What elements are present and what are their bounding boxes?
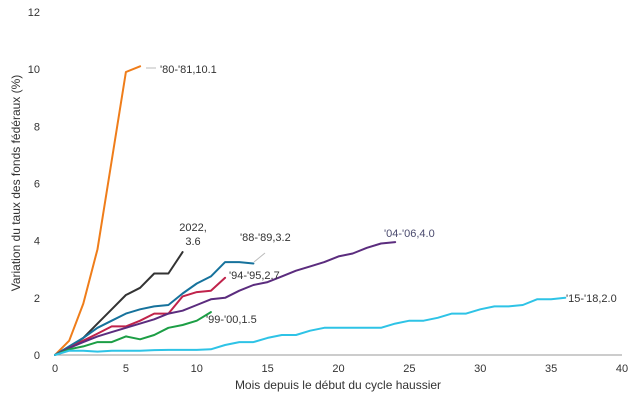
y-tick-label: 10 — [28, 64, 40, 76]
x-tick-label: 40 — [616, 363, 628, 375]
series-line — [54, 276, 227, 356]
series-end-label: '88-'89,3.2 — [240, 232, 291, 244]
series-line — [54, 261, 255, 356]
series-labels: '80-'81,10.1 2022, 3.6 '88-'89,3.2 '94-'95,2… — [160, 64, 617, 326]
series-end-label: '04-'06,4.0 — [384, 228, 435, 240]
y-tick-label: 8 — [34, 121, 40, 133]
y-axis-ticks: 0 2 4 6 8 10 12 — [28, 7, 40, 362]
series-line — [54, 241, 397, 356]
y-tick-label: 2 — [34, 293, 40, 305]
y-tick-label: 12 — [28, 7, 40, 19]
series-end-label: '80-'81,10.1 — [160, 64, 217, 76]
series-end-label: '94-'95,2.7 — [229, 270, 280, 282]
x-tick-label: 0 — [52, 363, 58, 375]
label-leader-line — [253, 252, 266, 263]
series-line — [54, 296, 567, 356]
series-end-label: 2022, 3.6 — [179, 222, 207, 248]
series-line — [54, 65, 142, 356]
series-end-label: '15-'18,2.0 — [566, 293, 617, 305]
y-tick-label: 0 — [34, 350, 40, 362]
label-leader-lines — [146, 67, 266, 263]
y-tick-label: 4 — [34, 236, 40, 248]
x-tick-label: 25 — [403, 363, 415, 375]
x-tick-label: 20 — [332, 363, 344, 375]
x-tick-label: 5 — [123, 363, 129, 375]
x-tick-label: 15 — [262, 363, 274, 375]
x-tick-label: 35 — [545, 363, 557, 375]
x-tick-label: 30 — [474, 363, 486, 375]
series-line — [54, 311, 212, 356]
series-lines — [54, 65, 567, 356]
x-tick-label: 10 — [191, 363, 203, 375]
x-axis-ticks: 0 5 10 15 20 25 30 35 40 — [52, 363, 628, 375]
x-axis-title: Mois depuis le début du cycle haussier — [235, 378, 441, 392]
series-end-label: '99-'00,1.5 — [206, 314, 257, 326]
y-tick-label: 6 — [34, 179, 40, 191]
y-axis-title: Variation du taux des fonds fédéraux (%) — [9, 75, 23, 292]
